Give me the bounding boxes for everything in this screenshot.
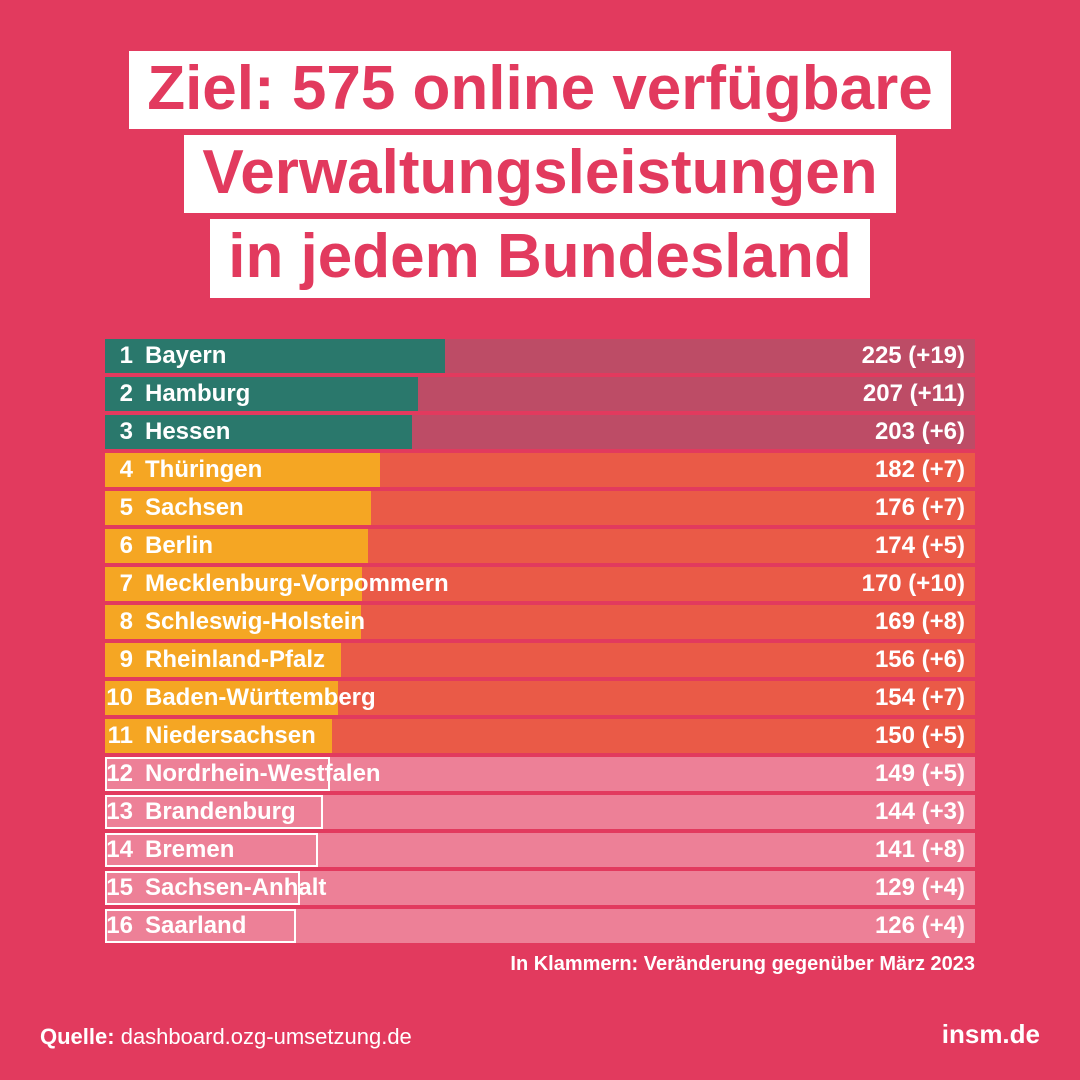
bar-value-group: 144 (+3): [875, 795, 965, 829]
bar-rank: 7: [105, 570, 145, 598]
bar-rank: 11: [105, 722, 145, 750]
bar-rank: 3: [105, 418, 145, 446]
bar-rank: 5: [105, 494, 145, 522]
bar-chart: 1Bayern 225 (+19) 2Hamburg 207 (+11) 3Hessen…: [105, 339, 975, 943]
bar-label-group: 1Bayern: [105, 339, 226, 373]
bar-rank: 2: [105, 380, 145, 408]
bar-rank: 8: [105, 608, 145, 636]
bar-name: Sachsen-Anhalt: [145, 874, 326, 902]
bar-value-group: 141 (+8): [875, 833, 965, 867]
bar-name: Thüringen: [145, 456, 262, 484]
bar-label-group: 6Berlin: [105, 529, 213, 563]
bar-name: Nordrhein-Westfalen: [145, 760, 381, 788]
bar-rank: 1: [105, 342, 145, 370]
bar-value-group: 129 (+4): [875, 871, 965, 905]
bar-row: 2Hamburg 207 (+11): [105, 377, 975, 411]
bar-label-group: 16Saarland: [105, 909, 246, 943]
bar-value-group: 182 (+7): [875, 453, 965, 487]
bar-name: Berlin: [145, 532, 213, 560]
bar-name: Rheinland-Pfalz: [145, 646, 325, 674]
bar-row: 13Brandenburg 144 (+3): [105, 795, 975, 829]
bar-value-group: 174 (+5): [875, 529, 965, 563]
bar-label-group: 11Niedersachsen: [105, 719, 316, 753]
bar-row: 4Thüringen 182 (+7): [105, 453, 975, 487]
bar-value-group: 150 (+5): [875, 719, 965, 753]
bar-name: Niedersachsen: [145, 722, 316, 750]
bar-name: Hessen: [145, 418, 230, 446]
bar-label-group: 13Brandenburg: [105, 795, 296, 829]
bar-rank: 4: [105, 456, 145, 484]
bar-row: 10Baden-Württemberg 154 (+7): [105, 681, 975, 715]
bar-name: Sachsen: [145, 494, 244, 522]
bar-row: 9Rheinland-Pfalz 156 (+6): [105, 643, 975, 677]
bar-name: Mecklenburg-Vorpommern: [145, 570, 449, 598]
title-line-1: Ziel: 575 online verfügbare: [129, 51, 951, 129]
bar-rank: 9: [105, 646, 145, 674]
bar-row: 5Sachsen 176 (+7): [105, 491, 975, 525]
bar-label-group: 7Mecklenburg-Vorpommern: [105, 567, 449, 601]
infographic-canvas: Ziel: 575 online verfügbare Verwaltungsl…: [0, 0, 1080, 1080]
bar-label-group: 15Sachsen-Anhalt: [105, 871, 326, 905]
bar-rank: 6: [105, 532, 145, 560]
bar-label-group: 9Rheinland-Pfalz: [105, 643, 325, 677]
title-block: Ziel: 575 online verfügbare Verwaltungsl…: [50, 48, 1030, 301]
bar-name: Hamburg: [145, 380, 250, 408]
bar-name: Bremen: [145, 836, 234, 864]
bar-value-group: 156 (+6): [875, 643, 965, 677]
bar-name: Baden-Württemberg: [145, 684, 376, 712]
bar-name: Brandenburg: [145, 798, 296, 826]
bar-value-group: 225 (+19): [862, 339, 965, 373]
title-line-3: in jedem Bundesland: [210, 219, 870, 297]
bar-label-group: 5Sachsen: [105, 491, 244, 525]
bar-row: 16Saarland 126 (+4): [105, 909, 975, 943]
bar-label-group: 3Hessen: [105, 415, 230, 449]
bar-value-group: 176 (+7): [875, 491, 965, 525]
bar-rank: 12: [105, 760, 145, 788]
bar-row: 6Berlin 174 (+5): [105, 529, 975, 563]
source-line: Quelle: dashboard.ozg-umsetzung.de: [40, 1024, 412, 1050]
bar-row: 1Bayern 225 (+19): [105, 339, 975, 373]
bar-rank: 16: [105, 912, 145, 940]
bar-label-group: 10Baden-Württemberg: [105, 681, 376, 715]
footer: Quelle: dashboard.ozg-umsetzung.de insm.…: [40, 1019, 1040, 1050]
bar-rank: 15: [105, 874, 145, 902]
bar-value-group: 154 (+7): [875, 681, 965, 715]
bar-row: 15Sachsen-Anhalt 129 (+4): [105, 871, 975, 905]
bar-rank: 13: [105, 798, 145, 826]
bar-name: Schleswig-Holstein: [145, 608, 365, 636]
title-line-2: Verwaltungsleistungen: [184, 135, 895, 213]
bar-row: 7Mecklenburg-Vorpommern 170 (+10): [105, 567, 975, 601]
brand-label: insm.de: [942, 1019, 1040, 1050]
bar-label-group: 2Hamburg: [105, 377, 250, 411]
bar-value-group: 170 (+10): [862, 567, 965, 601]
bar-name: Saarland: [145, 912, 246, 940]
bar-rank: 14: [105, 836, 145, 864]
bar-value-group: 149 (+5): [875, 757, 965, 791]
bar-name: Bayern: [145, 342, 226, 370]
bar-label-group: 8Schleswig-Holstein: [105, 605, 365, 639]
bar-row: 3Hessen 203 (+6): [105, 415, 975, 449]
bar-value-group: 203 (+6): [875, 415, 965, 449]
source-label: Quelle:: [40, 1024, 115, 1049]
bar-label-group: 14Bremen: [105, 833, 234, 867]
bar-value-group: 169 (+8): [875, 605, 965, 639]
chart-footnote: In Klammern: Veränderung gegenüber März …: [105, 953, 975, 976]
bar-label-group: 4Thüringen: [105, 453, 262, 487]
bar-value-group: 207 (+11): [863, 377, 965, 411]
bar-label-group: 12Nordrhein-Westfalen: [105, 757, 381, 791]
bar-row: 8Schleswig-Holstein 169 (+8): [105, 605, 975, 639]
source-value: dashboard.ozg-umsetzung.de: [121, 1024, 412, 1049]
bar-row: 14Bremen 141 (+8): [105, 833, 975, 867]
bar-row: 12Nordrhein-Westfalen 149 (+5): [105, 757, 975, 791]
bar-value-group: 126 (+4): [875, 909, 965, 943]
bar-row: 11Niedersachsen 150 (+5): [105, 719, 975, 753]
bar-rank: 10: [105, 684, 145, 712]
